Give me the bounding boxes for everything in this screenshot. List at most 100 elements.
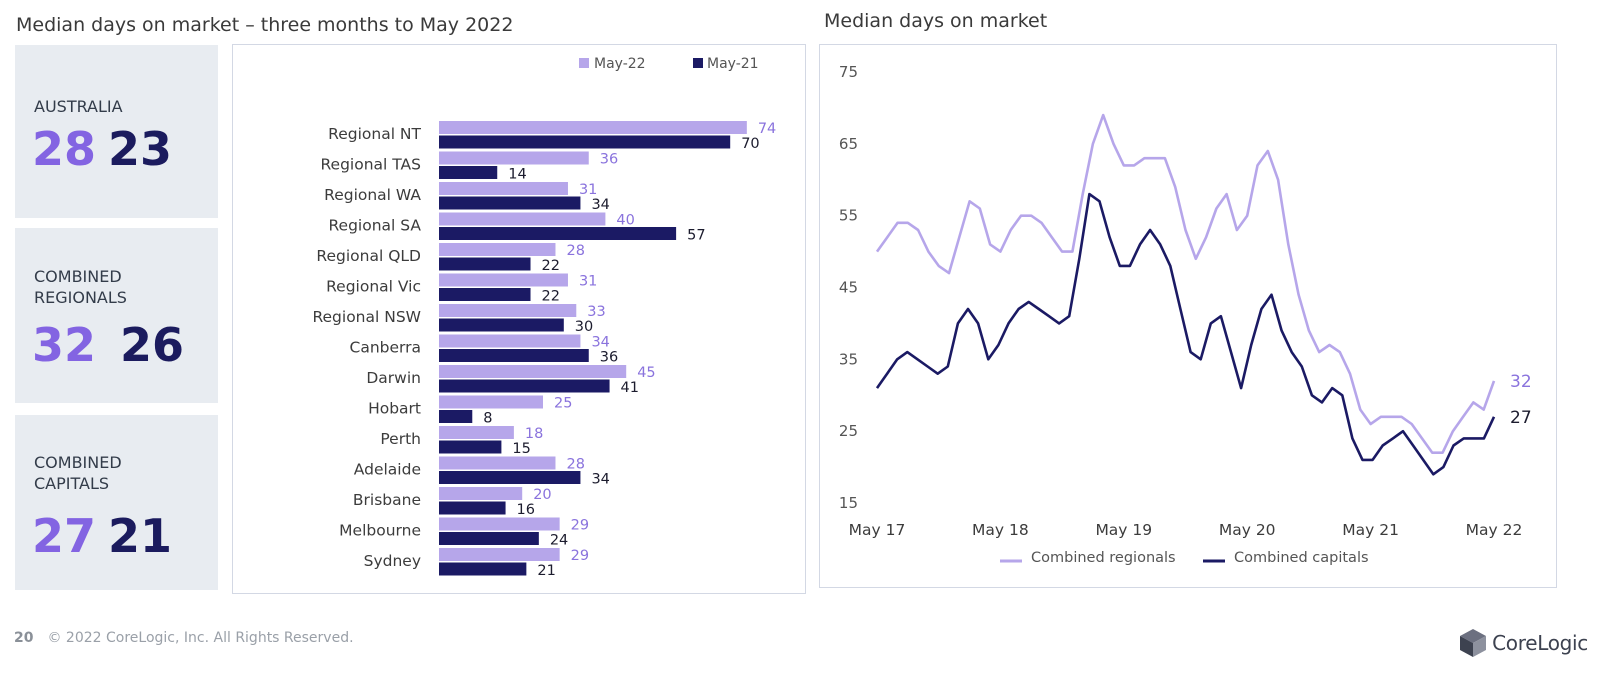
bar-may22 [439,151,589,165]
bar-may22 [439,395,543,409]
stat-value-may21: 23 [108,122,173,176]
x-tick-label: May 21 [1342,521,1399,539]
data-label-may22: 40 [616,213,634,229]
stat-label-combined-regionals: COMBINED REGIONALS [34,267,127,307]
category-label: Perth [380,430,421,448]
stat-value-may21: 21 [108,509,173,563]
category-label: Adelaide [354,461,421,479]
stat-values-australia: 28 23 [32,126,172,172]
data-label-may21: 34 [591,472,609,488]
data-label-may21: 22 [542,289,560,305]
bar-may22 [439,182,568,195]
logo-text: CoreLogic [1492,631,1588,655]
data-label-may22: 33 [587,304,605,320]
category-label: Canberra [350,339,422,357]
bar-may21 [439,349,589,362]
bar-may21 [439,379,610,393]
stat-box-combined-regionals: COMBINED REGIONALS 32 26 [15,228,218,403]
data-label-may21: 30 [575,319,593,335]
legend-label-combined-capitals: Combined capitals [1234,550,1369,566]
category-label: Regional QLD [316,247,421,265]
category-label: Regional TAS [320,156,421,174]
x-tick-label: May 20 [1219,521,1276,539]
category-label: Regional Vic [326,278,421,296]
stat-value-may22: 32 [32,318,97,372]
bar-may22 [439,121,747,134]
bar-may21 [439,501,506,515]
line-chart: 75 65 55 45 35 25 15 May 17 May 18 May 19 May 20 Ma… [839,63,1532,566]
corelogic-cube-icon [1460,629,1487,657]
stat-value-may21: 26 [120,318,185,372]
bar-may21 [439,440,502,454]
line-combined-regionals [875,113,1496,455]
bar-may21 [439,318,564,332]
end-label: 32 [1510,372,1532,392]
data-label-may21: 57 [687,228,705,244]
stat-value-may22: 27 [32,509,97,563]
bar-may21 [439,257,531,271]
legend-label-combined-regionals: Combined regionals [1031,550,1176,566]
data-label-may22: 31 [579,274,597,290]
bar-may22 [439,517,560,531]
data-label-may21: 41 [621,380,639,396]
page-number: 20 [14,630,34,646]
y-tick-label: 25 [839,422,858,440]
bar-may22 [439,365,627,378]
stat-label-australia: AUSTRALIA [34,97,123,116]
category-label: Melbourne [339,522,421,540]
y-tick-label: 45 [839,279,858,297]
bar-may22 [439,426,514,439]
data-label-may22: 18 [525,426,543,442]
category-label: Regional NT [328,125,421,143]
legend-label-may21: May-21 [707,56,759,72]
data-label-may22: 34 [591,335,609,351]
category-label: Darwin [366,369,421,387]
right-chart-title: Median days on market [824,10,1048,32]
y-tick-label: 65 [839,135,858,153]
y-tick-label: 55 [839,207,858,225]
x-tick-label: May 18 [972,521,1029,539]
stat-label-combined-capitals: COMBINED CAPITALS [34,453,122,493]
line-chart-panel: 75 65 55 45 35 25 15 May 17 May 18 May 19 May 20 Ma… [819,44,1557,588]
footer: 20 © 2022 CoreLogic, Inc. All Rights Rese… [14,630,354,646]
data-label-may21: 15 [512,441,530,457]
data-label-may21: 36 [600,350,618,366]
bar-may21 [439,196,581,210]
y-tick-label: 35 [839,350,858,368]
data-label-may21: 22 [542,258,560,274]
x-tick-label: May 22 [1466,521,1523,539]
copyright-text: © 2022 CoreLogic, Inc. All Rights Reserv… [47,630,354,646]
line-combined-capitals [875,192,1496,476]
data-label-may22: 25 [554,396,572,412]
bar-may21 [439,410,473,423]
stat-values-combined-capitals: 27 21 [32,513,172,559]
data-label-may22: 29 [571,548,589,564]
bar-may22 [439,456,556,470]
data-label-may21: 14 [508,167,526,183]
x-tick-label: May 17 [849,521,906,539]
data-label-may22: 29 [571,518,589,534]
stat-box-combined-capitals: COMBINED CAPITALS 27 21 [15,415,218,590]
category-label: Hobart [368,400,421,418]
data-label-may22: 28 [566,243,584,259]
bar-may22 [439,548,560,561]
data-label-may22: 20 [533,487,551,503]
legend-label-may22: May-22 [594,56,646,72]
bar-chart-panel: May-22 May-21 Regional NT 74 70 Regional TAS 3… [232,44,806,594]
bar-may21 [439,166,498,179]
stat-box-australia: AUSTRALIA 28 23 [15,45,218,218]
bar-may22 [439,304,577,317]
category-label: Regional SA [328,217,421,235]
left-chart-title: Median days on market – three months to … [16,14,514,36]
data-label-may21: 21 [537,563,555,579]
category-label: Sydney [364,552,421,570]
bar-may22 [439,273,568,287]
bar-may22 [439,487,523,500]
bar-may21 [439,562,527,576]
data-label-may21: 8 [483,411,492,427]
legend-swatch-may21 [693,58,703,68]
bar-may21 [439,135,731,149]
bar-may22 [439,212,606,226]
legend-swatch-may22 [579,58,589,68]
